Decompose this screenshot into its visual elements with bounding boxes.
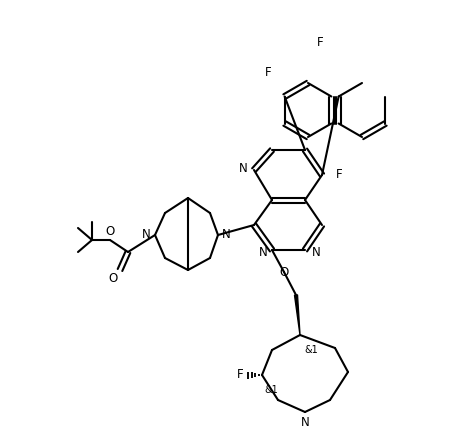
Text: &1: &1	[264, 385, 278, 395]
Text: N: N	[239, 161, 248, 174]
Text: O: O	[106, 225, 114, 238]
Text: N: N	[222, 228, 231, 241]
Polygon shape	[295, 295, 300, 335]
Text: F: F	[317, 36, 323, 49]
Text: F: F	[336, 168, 343, 181]
Text: F: F	[238, 368, 244, 381]
Text: O: O	[109, 272, 118, 285]
Text: O: O	[279, 266, 289, 279]
Text: &1: &1	[304, 345, 318, 355]
Text: N: N	[301, 416, 309, 429]
Text: N: N	[142, 228, 151, 241]
Text: N: N	[312, 246, 321, 259]
Text: N: N	[259, 246, 268, 259]
Text: F: F	[265, 66, 271, 79]
